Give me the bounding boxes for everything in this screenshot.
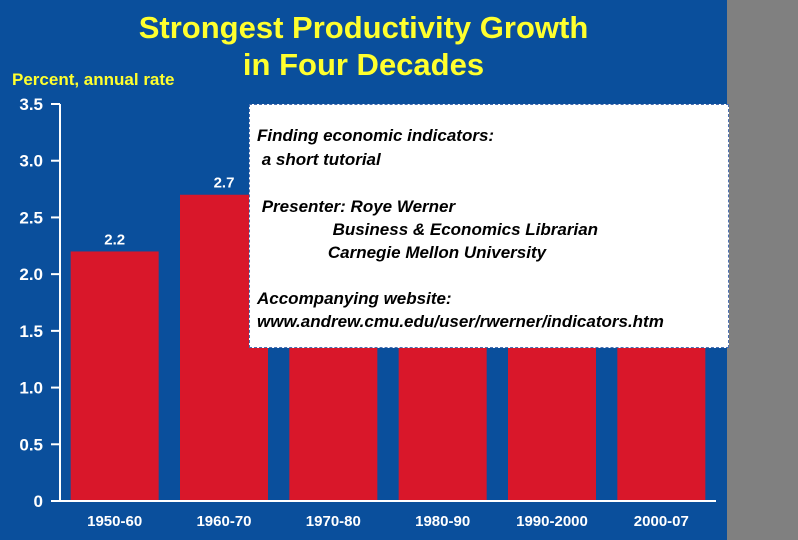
chart-title-line-1: Strongest Productivity Growth bbox=[138, 10, 589, 45]
data-label: 2.7 bbox=[214, 175, 235, 192]
bars-layer bbox=[70, 194, 706, 501]
info-line: Accompanying website: bbox=[257, 289, 452, 308]
info-line: Presenter: Roye Werner bbox=[257, 197, 456, 216]
info-line: Carnegie Mellon University bbox=[257, 243, 547, 262]
y-tick-label: 1.5 bbox=[19, 322, 43, 341]
bar-1980-90 bbox=[398, 342, 487, 501]
chart-title-line-2: in Four Decades bbox=[242, 47, 485, 82]
x-tick-label: 1980-90 bbox=[415, 513, 470, 530]
info-line: Business & Economics Librarian bbox=[257, 220, 599, 239]
y-tick-label: 3.5 bbox=[19, 95, 43, 114]
y-tick-label: 0.5 bbox=[19, 435, 43, 454]
info-line: a short tutorial bbox=[257, 150, 381, 169]
x-tick-label: 1990-2000 bbox=[516, 513, 588, 530]
bar-chart: 1950-60 2.2 1960-70 2.7 1970-80 1980-90 1990-2… bbox=[19, 95, 716, 530]
data-label: 2.2 bbox=[104, 231, 125, 248]
info-line: Finding economic indicators: bbox=[257, 126, 495, 145]
x-tick-label: 1960-70 bbox=[196, 513, 251, 530]
y-tick-label: 3.0 bbox=[19, 152, 43, 171]
tutorial-info-box: Finding economic indicators: a short tut… bbox=[249, 104, 729, 348]
info-line: www.andrew.cmu.edu/user/rwerner/indicato… bbox=[257, 312, 664, 331]
y-tick-label: 1.0 bbox=[19, 379, 43, 398]
bar-2000-07 bbox=[617, 342, 706, 501]
bar-1990-2000 bbox=[508, 342, 596, 501]
x-tick-label: 1950-60 bbox=[87, 513, 142, 530]
bar-1950-60 bbox=[70, 251, 159, 501]
y-tick-label: 0 bbox=[34, 492, 43, 511]
y-tick-label: 2.0 bbox=[19, 265, 43, 284]
axis-layer: 1950-60 2.2 1960-70 2.7 1970-80 1980-90 1990-2… bbox=[19, 95, 716, 530]
bar-1970-80 bbox=[289, 342, 378, 501]
x-tick-label: 1970-80 bbox=[306, 513, 361, 530]
x-tick-label: 2000-07 bbox=[634, 513, 689, 530]
y-axis-label: Percent, annual rate bbox=[12, 70, 175, 89]
y-tick-label: 2.5 bbox=[19, 208, 43, 227]
